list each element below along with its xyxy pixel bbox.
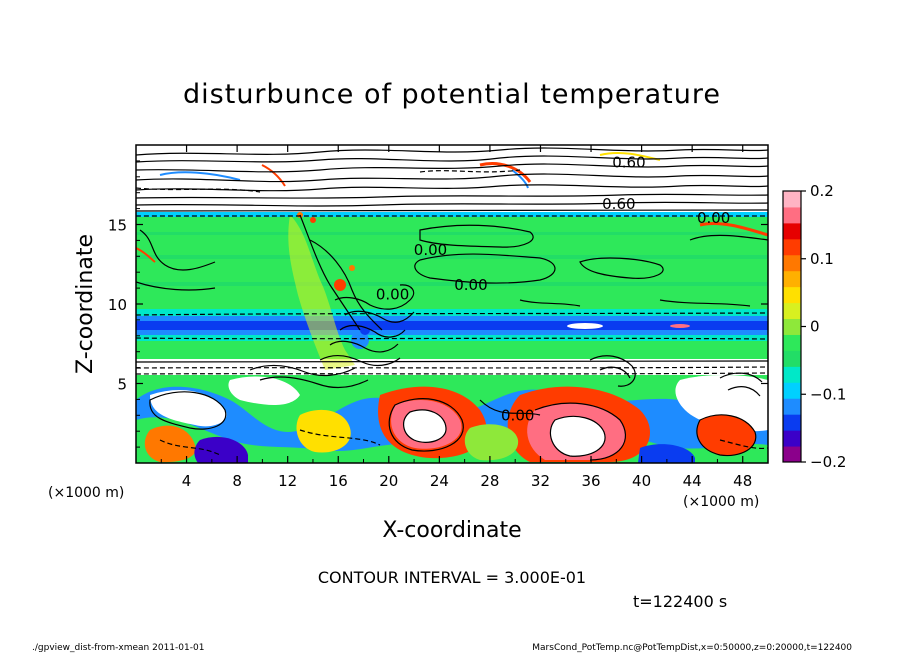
colorbar-segment — [783, 334, 801, 351]
contour-label: 0.60 — [602, 195, 635, 213]
x-tick-label: 20 — [379, 472, 398, 490]
colorbar-segment — [783, 366, 801, 383]
x-tick-label: 28 — [480, 472, 499, 490]
y-axis-title: Z-coordinate — [73, 234, 98, 374]
x-tick-label: 44 — [683, 472, 702, 490]
lower-blobs — [136, 375, 768, 463]
white-spot-1 — [567, 323, 603, 329]
x-tick-label: 48 — [733, 472, 752, 490]
x-tick-label: 8 — [232, 472, 242, 490]
colorbar-segment — [783, 446, 801, 463]
y-tick-label: 15 — [108, 217, 127, 235]
x-tick-label: 36 — [581, 472, 600, 490]
footer-left: ./gpview_dist-from-xmean 2011-01-01 — [32, 643, 204, 653]
z-unit-label: (×1000 m) — [48, 485, 124, 501]
colorbar-segment — [783, 350, 801, 367]
colorbar-segment — [783, 191, 801, 208]
upper-green-layer — [136, 217, 768, 302]
contour-label: 0.00 — [376, 285, 409, 303]
colorbar-segment — [783, 222, 801, 240]
colorbar-ticks: 0.2 0.1 0 −0.1 −0.2 — [801, 182, 846, 471]
y-axis: 5 10 15 — [108, 160, 768, 448]
green-streak — [136, 255, 768, 259]
x-tick-label: 32 — [531, 472, 550, 490]
x-unit-label: (×1000 m) — [683, 494, 759, 510]
footer-right: MarsCond_PotTemp.nc@PotTempDist,x=0:5000… — [532, 643, 852, 653]
colorbar-segment — [783, 318, 801, 335]
chart-title: disturbunce of potential temperature — [183, 79, 721, 110]
x-tick-label: 12 — [278, 472, 297, 490]
pink-spot — [670, 324, 690, 328]
time-label: t=122400 s — [633, 592, 727, 611]
colorbar-segment — [783, 414, 801, 431]
colorbar-tick-label: −0.2 — [810, 453, 846, 471]
x-axis-title: X-coordinate — [382, 518, 521, 543]
colorbar-segment — [783, 270, 801, 288]
colorbar-tick-label: 0 — [810, 318, 820, 336]
y-tick-label: 10 — [108, 296, 127, 314]
contour-lines — [136, 147, 768, 461]
x-tick-label: 24 — [430, 472, 449, 490]
contour-label: 0.60 — [612, 153, 645, 171]
contour-label: 0.00 — [414, 241, 447, 259]
contour-labels: 0.00 0.00 0.00 0.00 0.00 0.60 0.60 — [376, 153, 730, 424]
x-axis: 4 8 12 16 20 24 28 32 36 40 44 48 — [160, 145, 752, 490]
colorbar-segment — [783, 430, 801, 447]
x-tick-label: 16 — [329, 472, 348, 490]
colorbar-segment — [783, 398, 801, 415]
colorbar-tick-label: 0.2 — [810, 182, 834, 200]
contour-label: 0.00 — [454, 276, 487, 294]
colorbar-tick-label: 0.1 — [810, 250, 834, 268]
colorbar-segment — [783, 238, 801, 256]
colorbar — [782, 190, 802, 463]
contour-label: 0.00 — [697, 209, 730, 227]
x-tick-label: 40 — [632, 472, 651, 490]
upper-boundary-cyan — [136, 212, 768, 217]
x-tick-label: 4 — [182, 472, 192, 490]
colorbar-segment — [783, 206, 801, 224]
colorbar-segment — [783, 302, 801, 320]
contour-label: 0.00 — [501, 406, 534, 424]
green-streak — [136, 232, 768, 235]
plot-area: 0.00 0.00 0.00 0.00 0.00 0.60 0.60 — [136, 145, 768, 463]
green-streak — [136, 282, 768, 286]
y-tick-label: 5 — [117, 376, 127, 394]
colorbar-tick-label: −0.1 — [810, 385, 846, 403]
colorbar-segment — [783, 254, 801, 272]
colorbar-segment — [783, 286, 801, 304]
contour-interval-label: CONTOUR INTERVAL = 3.000E-01 — [318, 568, 586, 587]
plume-colors — [288, 212, 370, 370]
deep-blue-band — [136, 321, 768, 330]
white-layer-band — [136, 359, 768, 375]
colorbar-segment — [783, 382, 801, 399]
